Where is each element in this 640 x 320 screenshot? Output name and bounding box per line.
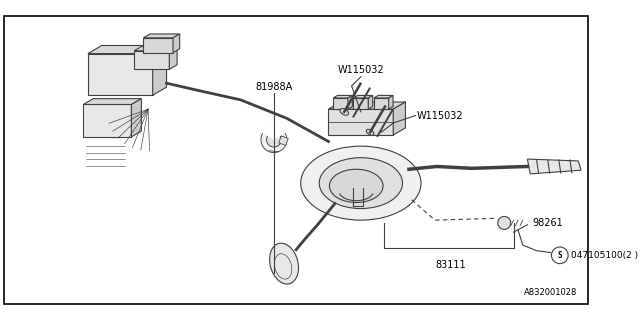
Polygon shape [353, 98, 368, 109]
Polygon shape [153, 45, 166, 95]
Text: W115032: W115032 [417, 111, 463, 121]
Polygon shape [393, 102, 406, 135]
Polygon shape [374, 98, 388, 109]
Polygon shape [131, 99, 141, 137]
Text: 81988A: 81988A [255, 82, 292, 92]
Circle shape [261, 127, 287, 153]
Circle shape [498, 216, 511, 229]
Wedge shape [262, 126, 286, 140]
Polygon shape [328, 102, 406, 109]
Polygon shape [388, 95, 393, 109]
Circle shape [266, 132, 282, 147]
Polygon shape [348, 95, 353, 109]
Polygon shape [333, 98, 348, 109]
Polygon shape [134, 46, 177, 51]
Text: 83111: 83111 [435, 260, 466, 270]
Polygon shape [173, 34, 180, 53]
Ellipse shape [319, 158, 403, 209]
Polygon shape [143, 34, 180, 38]
Text: A832001028: A832001028 [524, 288, 577, 297]
Polygon shape [353, 95, 372, 98]
Polygon shape [83, 99, 141, 105]
Polygon shape [328, 109, 393, 135]
Polygon shape [333, 95, 353, 98]
Polygon shape [88, 53, 153, 95]
Bar [279, 136, 288, 145]
Ellipse shape [269, 243, 298, 284]
Polygon shape [527, 159, 581, 174]
Polygon shape [83, 105, 131, 137]
Polygon shape [88, 45, 166, 53]
Text: 047105100(2 ): 047105100(2 ) [571, 251, 638, 260]
Polygon shape [368, 95, 372, 109]
Polygon shape [170, 46, 177, 69]
Text: S: S [557, 251, 562, 260]
Polygon shape [134, 51, 170, 69]
Ellipse shape [330, 169, 383, 203]
Ellipse shape [366, 129, 374, 135]
Text: W115032: W115032 [337, 65, 384, 75]
Polygon shape [374, 95, 393, 98]
Text: 98261: 98261 [532, 218, 563, 228]
Polygon shape [143, 38, 173, 53]
Ellipse shape [340, 108, 348, 115]
Ellipse shape [301, 146, 421, 220]
